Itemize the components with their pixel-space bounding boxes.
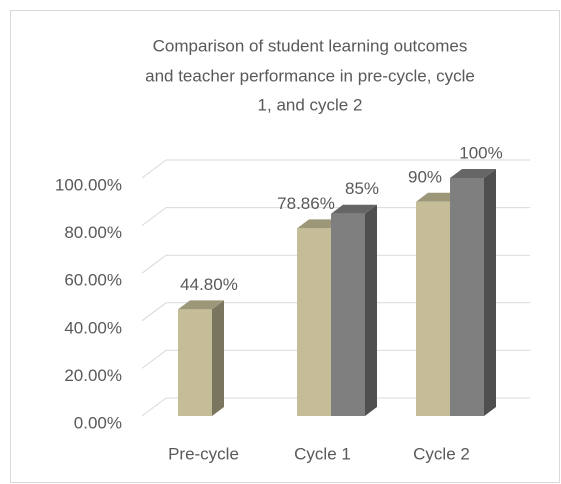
bar xyxy=(416,201,450,416)
bar xyxy=(331,213,365,416)
bar-side xyxy=(212,300,224,416)
bar xyxy=(178,309,212,416)
bar xyxy=(297,228,331,416)
data-label: 85% xyxy=(345,179,379,198)
chart-title: and teacher performance in pre-cycle, cy… xyxy=(145,66,475,85)
data-label: 90% xyxy=(408,167,442,186)
x-tick-label: Cycle 1 xyxy=(294,444,351,463)
data-label: 100% xyxy=(459,143,502,162)
grid-line xyxy=(141,207,530,227)
bar xyxy=(450,178,484,416)
chart-frame xyxy=(10,10,560,483)
grid-line xyxy=(141,254,530,274)
y-tick-label: 20.00% xyxy=(64,366,122,385)
grid-line xyxy=(141,159,530,179)
bar-top xyxy=(331,204,377,214)
grid-line xyxy=(141,349,530,369)
chart-title: 1, and cycle 2 xyxy=(258,95,363,114)
data-label: 78.86% xyxy=(277,194,335,213)
bar-top xyxy=(178,300,224,310)
bar-side xyxy=(365,204,377,416)
bar-top xyxy=(450,169,496,178)
y-tick-label: 40.00% xyxy=(64,318,122,337)
y-tick-label: 0.00% xyxy=(74,413,122,432)
data-label: 44.80% xyxy=(180,275,238,294)
grid-line xyxy=(141,397,530,417)
y-tick-label: 80.00% xyxy=(64,223,122,242)
y-tick-label: 60.00% xyxy=(64,271,122,290)
chart-title: Comparison of student learning outcomes xyxy=(153,36,468,55)
x-tick-label: Cycle 2 xyxy=(413,444,470,463)
y-tick-label: 100.00% xyxy=(55,175,122,194)
grid-line xyxy=(141,302,530,322)
bar-side xyxy=(484,169,496,416)
x-tick-label: Pre-cycle xyxy=(168,444,239,463)
